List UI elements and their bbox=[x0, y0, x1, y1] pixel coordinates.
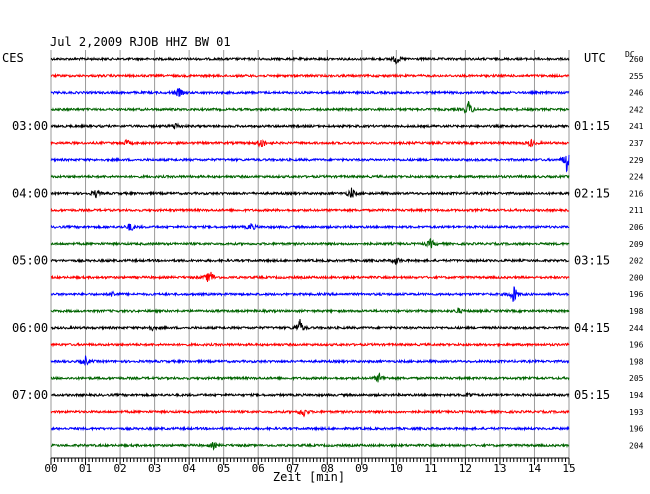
x-tick-label: 10 bbox=[390, 462, 403, 475]
dc-offset-label: 194 bbox=[629, 391, 644, 400]
dc-offset-label: 196 bbox=[629, 290, 644, 299]
trace-23 bbox=[50, 441, 570, 451]
x-tick-label: 05 bbox=[217, 462, 230, 475]
dc-offset-label: 229 bbox=[629, 156, 644, 165]
trace-13 bbox=[50, 271, 570, 282]
x-tick-label: 01 bbox=[79, 462, 92, 475]
trace-10 bbox=[50, 223, 570, 231]
x-tick-label: 06 bbox=[252, 462, 265, 475]
trace-6 bbox=[50, 154, 570, 173]
x-tick-label: 11 bbox=[424, 462, 437, 475]
x-tick-label: 09 bbox=[355, 462, 368, 475]
dc-offset-label: 242 bbox=[629, 105, 644, 114]
left-hour-label: 04:00 bbox=[12, 186, 48, 200]
dc-offset-label: 246 bbox=[629, 89, 644, 98]
dc-offset-label: 211 bbox=[629, 206, 644, 215]
x-tick-label: 04 bbox=[183, 462, 197, 475]
x-tick-label: 15 bbox=[562, 462, 575, 475]
dc-offset-label: 196 bbox=[629, 425, 644, 434]
dc-offset-labels: 260 255 246 242 241 237 229 224 216 211 206 209 202 2… bbox=[629, 55, 644, 450]
left-hour-label: 07:00 bbox=[12, 388, 48, 402]
trace-9 bbox=[50, 207, 570, 214]
dc-offset-label: 204 bbox=[629, 441, 644, 450]
x-tick-label: 00 bbox=[44, 462, 57, 475]
right-hour-label: 03:15 bbox=[574, 254, 610, 268]
dc-offset-label: 237 bbox=[629, 139, 644, 148]
dc-offset-label: 260 bbox=[629, 55, 644, 64]
x-tick-label: 08 bbox=[321, 462, 334, 475]
x-tick-label: 14 bbox=[528, 462, 542, 475]
x-tick-label: 13 bbox=[493, 462, 506, 475]
trace-17 bbox=[50, 341, 570, 348]
trace-11 bbox=[50, 237, 570, 249]
trace-22 bbox=[50, 425, 570, 432]
trace-15 bbox=[50, 307, 570, 315]
dc-header-label: DC bbox=[625, 50, 635, 59]
x-tick-label: 03 bbox=[148, 462, 161, 475]
left-hour-label: 05:00 bbox=[12, 254, 48, 268]
dc-offset-label: 224 bbox=[629, 173, 644, 182]
x-tick-label: 02 bbox=[113, 462, 126, 475]
dc-offset-label: 206 bbox=[629, 223, 644, 232]
trace-14 bbox=[51, 286, 570, 302]
hour-labels: 03:00 04:00 05:00 06:00 07:00 01:15 02:15 03:15… bbox=[12, 119, 610, 402]
seismic-traces bbox=[50, 55, 570, 451]
trace-20 bbox=[50, 391, 570, 398]
left-timezone-label: CES bbox=[2, 51, 24, 65]
trace-18 bbox=[50, 355, 570, 366]
left-hour-label: 03:00 bbox=[12, 119, 48, 133]
chart-title: Jul 2,2009 RJOB HHZ BW 01 bbox=[50, 35, 231, 49]
right-hour-label: 05:15 bbox=[574, 388, 610, 402]
dc-offset-label: 196 bbox=[629, 341, 644, 350]
x-tick-label: 12 bbox=[459, 462, 472, 475]
x-axis: 00 01 02 03 04 05 06 07 08 09 10 11 12 13 14 15 bbox=[44, 457, 576, 475]
trace-21 bbox=[50, 408, 570, 418]
right-hour-label: 04:15 bbox=[574, 321, 610, 335]
trace-5 bbox=[50, 138, 570, 148]
dc-offset-label: 205 bbox=[629, 374, 644, 383]
trace-7 bbox=[50, 173, 570, 180]
dc-offset-label: 200 bbox=[629, 273, 644, 282]
trace-4 bbox=[50, 122, 570, 130]
vertical-gridlines bbox=[50, 50, 570, 458]
dc-offset-label: 241 bbox=[629, 122, 644, 131]
right-hour-label: 01:15 bbox=[574, 119, 610, 133]
x-axis-label: Zeit [min] bbox=[273, 470, 345, 484]
dc-offset-label: 198 bbox=[629, 307, 644, 316]
dc-offset-label: 255 bbox=[629, 72, 644, 81]
dc-offset-label: 193 bbox=[629, 408, 644, 417]
trace-8 bbox=[50, 187, 570, 199]
dc-offset-label: 202 bbox=[629, 257, 644, 266]
trace-3 bbox=[50, 100, 570, 114]
trace-16 bbox=[50, 319, 570, 332]
dc-offset-label: 216 bbox=[629, 189, 644, 198]
right-hour-label: 02:15 bbox=[574, 186, 610, 200]
trace-19 bbox=[50, 372, 570, 383]
trace-2 bbox=[50, 87, 570, 97]
dc-offset-label: 209 bbox=[629, 240, 644, 249]
trace-1 bbox=[50, 72, 570, 79]
dc-offset-label: 198 bbox=[629, 357, 644, 366]
left-hour-label: 06:00 bbox=[12, 321, 48, 335]
dc-offset-label: 244 bbox=[629, 324, 644, 333]
right-timezone-label: UTC bbox=[584, 51, 606, 65]
trace-12 bbox=[50, 257, 570, 266]
trace-0 bbox=[50, 55, 570, 65]
x-tick-label: 07 bbox=[286, 462, 299, 475]
